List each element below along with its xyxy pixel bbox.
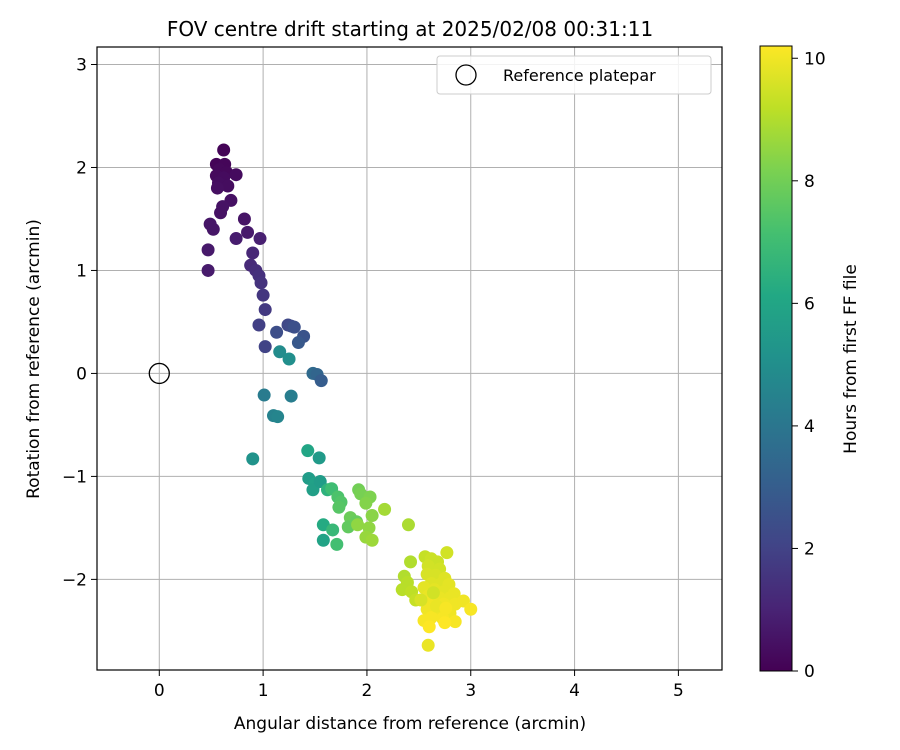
x-axis-ticks: 0 1 2 3 4 5 bbox=[154, 670, 684, 701]
data-point bbox=[273, 345, 287, 359]
data-point bbox=[201, 263, 215, 277]
data-point bbox=[378, 502, 392, 516]
x-tick-label: 5 bbox=[673, 681, 684, 701]
data-point bbox=[257, 388, 271, 402]
x-axis-label: Angular distance from reference (arcmin) bbox=[234, 714, 586, 734]
data-point bbox=[282, 352, 296, 366]
data-point bbox=[237, 212, 251, 226]
colorbar-tick-label: 10 bbox=[804, 49, 826, 69]
colorbar-tick-label: 0 bbox=[804, 662, 815, 682]
data-point bbox=[351, 518, 365, 532]
x-tick-label: 2 bbox=[362, 681, 373, 701]
x-tick-label: 0 bbox=[154, 681, 165, 701]
data-point bbox=[404, 555, 418, 569]
data-point bbox=[258, 340, 272, 354]
data-point bbox=[252, 318, 266, 332]
chart-title: FOV centre drift starting at 2025/02/08 … bbox=[167, 17, 653, 41]
y-axis-label: Rotation from reference (arcmin) bbox=[24, 219, 44, 499]
data-point bbox=[229, 168, 243, 182]
y-tick-label: −1 bbox=[62, 467, 87, 487]
y-tick-label: −2 bbox=[62, 570, 87, 590]
data-point bbox=[359, 496, 373, 510]
colorbar-label: Hours from first FF file bbox=[841, 264, 861, 454]
grid bbox=[97, 47, 722, 670]
data-point bbox=[214, 206, 228, 220]
data-point bbox=[422, 620, 436, 634]
legend-marker-reference bbox=[455, 64, 477, 86]
data-point bbox=[271, 410, 285, 424]
y-tick-label: 2 bbox=[76, 158, 87, 178]
data-point bbox=[314, 374, 328, 388]
data-point bbox=[217, 143, 231, 157]
data-point bbox=[254, 276, 268, 290]
data-point bbox=[438, 616, 452, 630]
data-point bbox=[316, 533, 330, 547]
legend-label-reference: Reference platepar bbox=[503, 66, 656, 85]
colorbar-tick-label: 4 bbox=[804, 417, 815, 437]
data-point bbox=[301, 444, 315, 458]
legend-box bbox=[436, 55, 712, 95]
data-point bbox=[221, 179, 235, 193]
data-points bbox=[201, 143, 478, 652]
x-tick-label: 1 bbox=[258, 681, 269, 701]
data-point bbox=[421, 638, 435, 652]
data-point bbox=[464, 602, 478, 616]
data-point bbox=[241, 225, 255, 239]
data-point bbox=[401, 518, 415, 532]
data-point bbox=[414, 593, 428, 607]
data-point bbox=[448, 615, 462, 629]
data-point bbox=[210, 181, 224, 195]
plot-frame bbox=[96, 46, 723, 671]
data-point bbox=[229, 232, 243, 246]
data-point bbox=[291, 336, 305, 350]
data-point bbox=[258, 303, 272, 317]
x-tick-label: 4 bbox=[569, 681, 580, 701]
data-point bbox=[270, 325, 284, 339]
y-axis-ticks: −2 −1 0 1 2 3 bbox=[62, 56, 97, 590]
colorbar-tick-label: 6 bbox=[804, 294, 815, 314]
colorbar-tick-label: 2 bbox=[804, 539, 815, 559]
data-point bbox=[206, 222, 220, 236]
y-tick-label: 3 bbox=[76, 56, 87, 76]
data-point bbox=[201, 243, 215, 257]
data-point bbox=[326, 523, 340, 537]
data-point bbox=[365, 533, 379, 547]
data-point bbox=[253, 232, 267, 246]
data-point bbox=[256, 288, 270, 302]
data-point bbox=[426, 586, 440, 600]
data-point bbox=[330, 537, 344, 551]
data-point bbox=[312, 451, 326, 465]
data-point bbox=[365, 509, 379, 523]
colorbar-ticks: 0 2 4 6 8 10 bbox=[792, 49, 826, 682]
reference-marker bbox=[148, 362, 170, 385]
data-point bbox=[246, 246, 260, 260]
data-point bbox=[284, 389, 298, 403]
data-point bbox=[439, 601, 453, 615]
data-point bbox=[246, 452, 260, 466]
legend: Reference platepar bbox=[436, 55, 712, 95]
data-point bbox=[332, 500, 346, 514]
y-tick-label: 0 bbox=[76, 364, 87, 384]
reference-point bbox=[148, 362, 170, 385]
colorbar-tick-label: 8 bbox=[804, 172, 815, 192]
x-tick-label: 3 bbox=[465, 681, 476, 701]
y-tick-label: 1 bbox=[76, 261, 87, 281]
data-point bbox=[440, 546, 454, 560]
colorbar bbox=[759, 45, 793, 672]
data-point bbox=[287, 320, 301, 334]
